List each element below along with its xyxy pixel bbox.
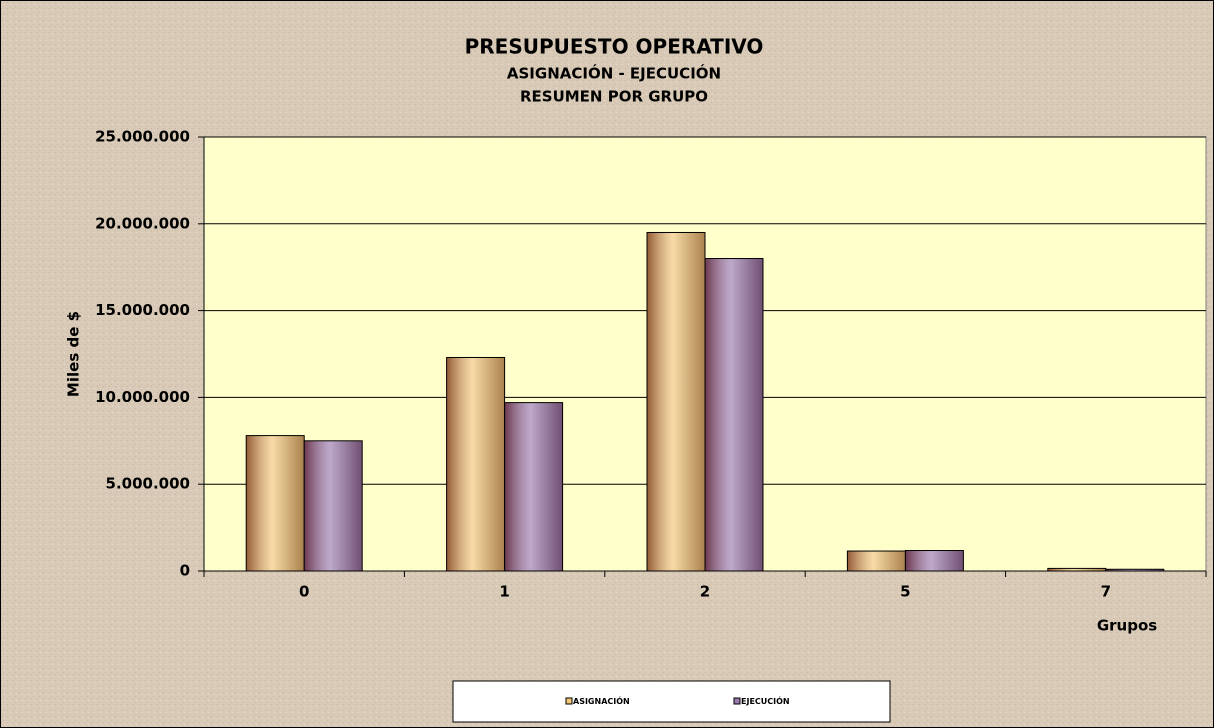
bar-shade xyxy=(245,435,305,572)
legend-label: ASIGNACIÓN xyxy=(573,695,630,706)
x-tick-label: 0 xyxy=(299,583,309,601)
bar-shade xyxy=(303,440,363,572)
bar-shade xyxy=(846,550,906,572)
legend xyxy=(452,680,891,723)
bar-shade xyxy=(904,550,964,572)
x-tick-label: 2 xyxy=(700,583,710,601)
x-tick-label: 5 xyxy=(900,583,910,601)
chart-title: PRESUPUESTO OPERATIVO xyxy=(465,35,764,59)
y-tick-label: 15.000.000 xyxy=(95,301,190,319)
bar-shade xyxy=(1047,567,1107,572)
bar-shade xyxy=(646,231,706,572)
y-tick-label: 10.000.000 xyxy=(95,388,190,406)
x-tick-label: 1 xyxy=(499,583,509,601)
bar-shade xyxy=(1105,568,1165,572)
y-tick-label: 20.000.000 xyxy=(95,214,190,232)
x-axis-label: Grupos xyxy=(1097,617,1157,635)
bar-shade xyxy=(704,258,764,572)
x-tick-label: 7 xyxy=(1101,583,1111,601)
y-tick-label: 0 xyxy=(180,562,190,580)
chart-subtitle: ASIGNACIÓN - EJECUCIÓN xyxy=(507,64,721,83)
chart-subtitle: RESUMEN POR GRUPO xyxy=(520,88,708,106)
bar-shade xyxy=(504,402,564,572)
y-axis-label: Miles de $ xyxy=(65,311,83,397)
bar-shade xyxy=(446,356,506,572)
legend-swatch xyxy=(733,697,741,705)
legend-label: EJECUCIÓN xyxy=(741,695,790,706)
legend-swatch xyxy=(565,697,573,705)
y-tick-label: 25.000.000 xyxy=(95,128,190,146)
y-tick-label: 5.000.000 xyxy=(106,475,190,493)
